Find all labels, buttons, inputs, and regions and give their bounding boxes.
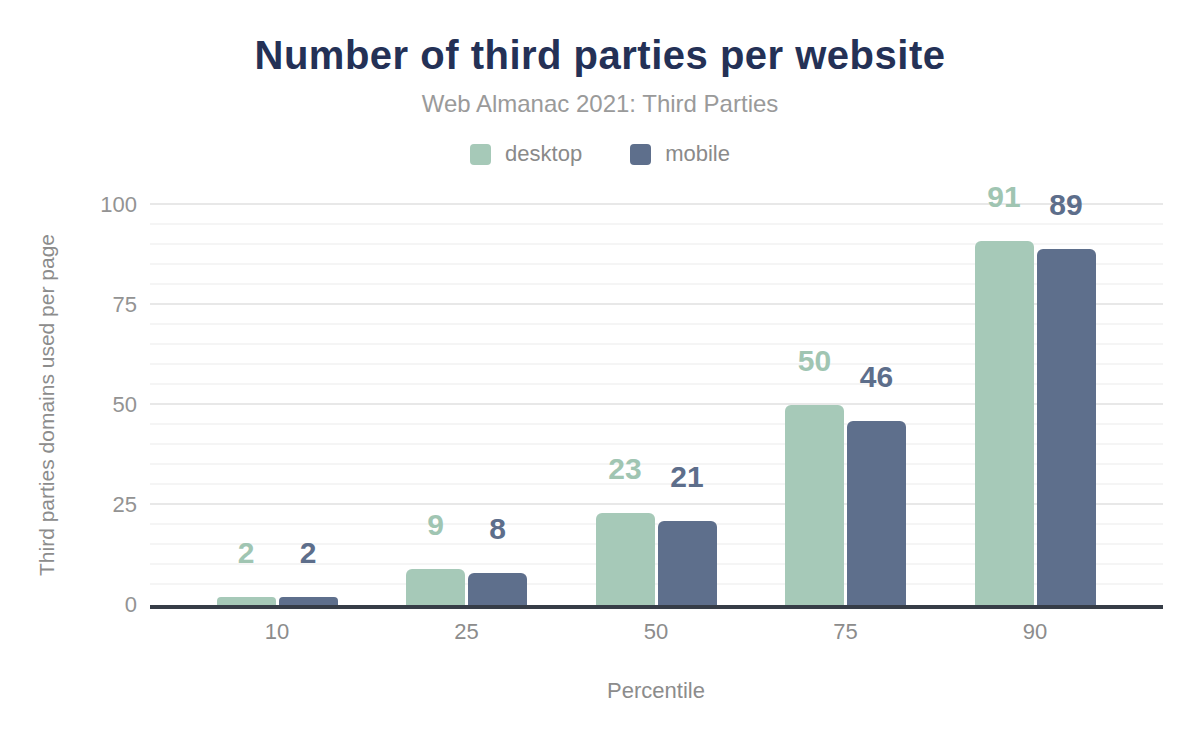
value-label-mobile-p90: 89 [1021,190,1111,220]
value-label-mobile-p10: 2 [263,538,353,568]
legend: desktop mobile [0,141,1200,167]
value-label-mobile-p75: 46 [832,362,922,392]
x-tick-label: 25 [417,619,517,645]
bar-mobile-p10[interactable] [279,597,338,605]
y-tick-label: 50 [0,392,137,418]
bar-desktop-p25[interactable] [406,569,465,605]
y-tick-label: 75 [0,292,137,318]
legend-swatch-mobile [630,144,651,165]
y-tick-label: 100 [0,192,137,218]
bar-mobile-p50[interactable] [658,521,717,605]
plot-area: 2298232150469189 [150,205,1163,605]
x-tick-label: 10 [227,619,327,645]
legend-item-desktop[interactable]: desktop [470,141,582,167]
chart-container: Number of third parties per website Web … [0,0,1200,742]
x-axis-line [150,605,1163,609]
legend-label-mobile: mobile [665,141,730,167]
bar-mobile-p75[interactable] [847,421,906,605]
chart-subtitle: Web Almanac 2021: Third Parties [0,90,1200,118]
x-tick-label: 75 [796,619,896,645]
legend-label-desktop: desktop [505,141,582,167]
bar-desktop-p75[interactable] [785,405,844,605]
gridline [150,223,1163,225]
bar-mobile-p90[interactable] [1037,249,1096,605]
x-tick-label: 90 [985,619,1085,645]
bar-mobile-p25[interactable] [468,573,527,605]
bar-desktop-p90[interactable] [975,241,1034,605]
chart-title: Number of third parties per website [0,33,1200,78]
value-label-mobile-p25: 8 [453,514,543,544]
x-axis-title: Percentile [556,678,756,704]
y-tick-label: 0 [0,592,137,618]
legend-swatch-desktop [470,144,491,165]
value-label-mobile-p50: 21 [642,462,732,492]
legend-item-mobile[interactable]: mobile [630,141,730,167]
bar-desktop-p10[interactable] [217,597,276,605]
x-tick-label: 50 [606,619,706,645]
bar-desktop-p50[interactable] [596,513,655,605]
y-tick-label: 25 [0,492,137,518]
